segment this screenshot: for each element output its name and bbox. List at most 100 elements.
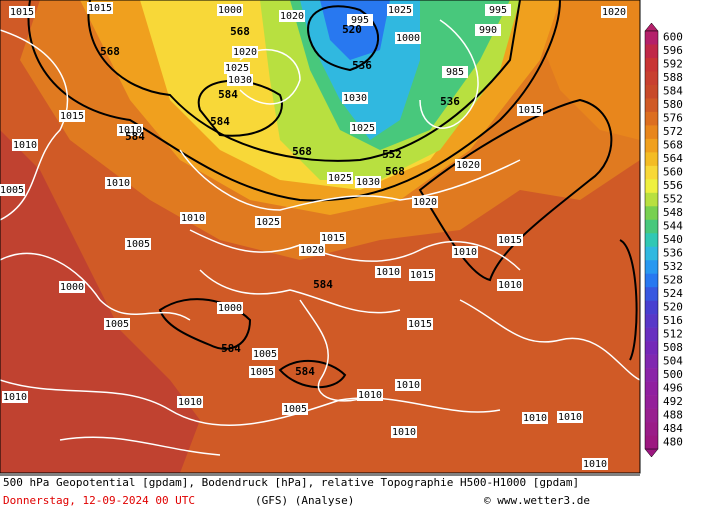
legend-tick-label: 572 — [663, 125, 683, 138]
color-legend: 6005965925885845805765725685645605565525… — [644, 22, 683, 458]
pressure-label-box — [395, 379, 421, 391]
pressure-label: 1030 — [228, 75, 252, 86]
pressure-label-box — [497, 234, 523, 246]
legend-tick-label: 584 — [663, 85, 683, 98]
pressure-label-box — [299, 244, 325, 256]
geopotential-label: 584 — [218, 88, 238, 101]
pressure-label-box — [601, 6, 627, 18]
map — [0, 0, 640, 473]
legend-tick-label: 588 — [663, 71, 683, 84]
legend-tick-label: 520 — [663, 300, 683, 313]
footer-credit: © www.wetter3.de — [484, 494, 590, 507]
field-orange-ne — [520, 0, 640, 140]
legend-swatch — [645, 273, 658, 288]
pressure-label: 1020 — [413, 197, 437, 208]
geopotential-label: 568 — [385, 165, 405, 178]
legend-tick-label: 484 — [663, 422, 683, 435]
pressure-label: 1010 — [358, 390, 382, 401]
legend-tick-label: 576 — [663, 112, 683, 125]
geopotential-label: 584 — [221, 342, 241, 355]
legend-swatch — [645, 98, 658, 113]
pressure-label: 1015 — [10, 7, 34, 18]
pressure-label-box — [375, 266, 401, 278]
pressure-label: 995 — [351, 15, 369, 26]
legend-tick-label: 552 — [663, 193, 683, 206]
pressure-label: 1010 — [392, 427, 416, 438]
legend-swatch — [645, 408, 658, 423]
legend-swatch — [645, 138, 658, 153]
pressure-label-box — [9, 6, 35, 18]
pressure-label: 1015 — [408, 319, 432, 330]
pressure-label-box — [455, 159, 481, 171]
legend-tick-label: 508 — [663, 341, 683, 354]
pressure-label: 1010 — [178, 397, 202, 408]
pressure-label-box — [517, 104, 543, 116]
footer-description: 500 hPa Geopotential [gpdam], Bodendruck… — [3, 476, 579, 489]
pressure-label-box — [391, 426, 417, 438]
legend-tick-label: 528 — [663, 273, 683, 286]
pressure-label-box — [59, 110, 85, 122]
geopotential-contours — [27, 0, 638, 389]
pressure-label: 1025 — [328, 173, 352, 184]
pressure-label-box — [282, 403, 308, 415]
pressure-label-box — [279, 10, 305, 22]
pressure-label-box — [355, 176, 381, 188]
pressure-label-box — [117, 124, 143, 136]
pressure-label: 1025 — [256, 217, 280, 228]
pressure-label: 1020 — [456, 160, 480, 171]
pressure-label-box — [475, 24, 501, 36]
pressure-label-box — [180, 212, 206, 224]
legend-tick-label: 512 — [663, 327, 683, 340]
pressure-label: 1000 — [218, 303, 242, 314]
geopotential-label: 568 — [292, 145, 312, 158]
pressure-label: 1025 — [225, 63, 249, 74]
pressure-label-box — [252, 348, 278, 360]
pressure-label: 1020 — [602, 7, 626, 18]
pressure-label: 1015 — [60, 111, 84, 122]
legend-frame — [644, 30, 659, 450]
pressure-label-box — [255, 216, 281, 228]
legend-tick-label: 596 — [663, 44, 683, 57]
legend-arrow-bottom — [644, 448, 659, 458]
geopotential-label: 584 — [125, 130, 145, 143]
legend-swatch — [645, 165, 658, 180]
pressure-label: 1025 — [351, 123, 375, 134]
pressure-label: 1000 — [396, 33, 420, 44]
pressure-label: 1015 — [321, 233, 345, 244]
legend-swatch — [645, 125, 658, 140]
pressure-label: 1010 — [376, 267, 400, 278]
legend-swatch — [645, 246, 658, 261]
pressure-label: 1010 — [13, 140, 37, 151]
pressure-label-box — [249, 366, 275, 378]
geopotential-label: 552 — [382, 148, 402, 161]
legend-swatch — [645, 381, 658, 396]
pressure-label: 1010 — [523, 413, 547, 424]
pressure-label: 1015 — [518, 105, 542, 116]
legend-swatch — [645, 314, 658, 328]
pressure-label-box — [582, 458, 608, 470]
legend-swatch — [645, 71, 658, 86]
pressure-label: 1000 — [60, 282, 84, 293]
geopotential-label: 584 — [210, 115, 230, 128]
pressure-label: 1030 — [343, 93, 367, 104]
legend-swatch — [645, 300, 658, 315]
pressure-label-box — [217, 4, 243, 16]
legend-swatch — [645, 435, 658, 450]
pressure-label: 1015 — [88, 3, 112, 14]
pressure-label-box — [177, 396, 203, 408]
legend-arrow-top — [644, 22, 659, 32]
map-frame — [0, 0, 641, 474]
pressure-label-box — [59, 281, 85, 293]
legend-tick-label: 488 — [663, 408, 683, 421]
pressure-label-box — [217, 302, 243, 314]
pressure-label-box — [522, 412, 548, 424]
legend-tick-label: 580 — [663, 98, 683, 111]
legend-swatch — [645, 287, 658, 301]
legend-tick-label: 500 — [663, 368, 683, 381]
legend-tick-label: 564 — [663, 152, 683, 165]
pressure-label-box — [452, 246, 478, 258]
legend-tick-label: 568 — [663, 139, 683, 152]
pressure-label: 1030 — [356, 177, 380, 188]
legend-swatch — [645, 341, 658, 355]
legend-tick-label: 540 — [663, 233, 683, 246]
